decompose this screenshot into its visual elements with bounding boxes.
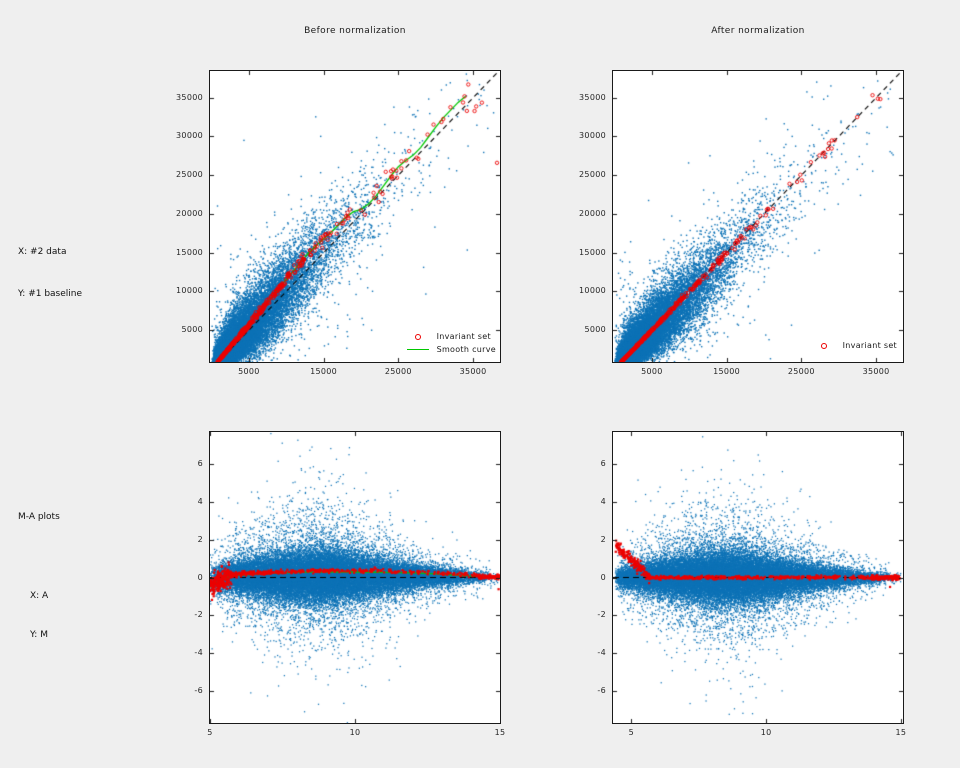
tick-label: 25000 <box>579 170 606 180</box>
axes-description-top: X: #2 data Y: #1 baseline <box>18 217 82 329</box>
tick-label: 30000 <box>579 131 606 141</box>
ma-x-axis-description: X: A <box>30 591 49 601</box>
tick-label: 35000 <box>176 92 203 102</box>
tick-label: 25000 <box>176 170 203 180</box>
plot-ma-before <box>209 431 501 724</box>
tick-label: 25000 <box>384 367 412 376</box>
axes-description-ma: X: A Y: M <box>30 564 48 668</box>
tick-label: -4 <box>194 648 203 658</box>
tick-label: 15000 <box>713 367 741 376</box>
tick-label: 5000 <box>584 325 606 335</box>
legend-item-smooth-curve: Smooth curve <box>403 343 496 356</box>
tick-label: 10000 <box>176 286 203 296</box>
tick-label: 4 <box>600 496 606 506</box>
tick-label: 15000 <box>310 367 338 376</box>
scatter-canvas-after <box>613 71 903 362</box>
scatter-canvas-ma_before <box>210 432 500 723</box>
plot-ma-after <box>612 431 904 724</box>
tick-label: 30000 <box>176 131 203 141</box>
tick-label: 15000 <box>579 247 606 257</box>
plot-before-normalization: Invariant set Smooth curve <box>209 70 501 363</box>
legend-label: Invariant set <box>842 341 897 350</box>
tick-label: 5 <box>628 728 634 737</box>
legend-before: Invariant set Smooth curve <box>403 330 496 356</box>
tick-label: 35000 <box>862 367 890 376</box>
tick-label: -6 <box>597 685 606 695</box>
tick-label: 15 <box>895 728 907 737</box>
tick-label: -6 <box>194 685 203 695</box>
green-line-marker-icon <box>403 349 433 350</box>
tick-label: 25000 <box>787 367 815 376</box>
tick-label: 5 <box>207 728 213 737</box>
ma-plots-label: M-A plots <box>18 512 60 522</box>
legend-label: Smooth curve <box>436 345 496 354</box>
tick-label: 10 <box>349 728 361 737</box>
tick-label: 10000 <box>579 286 606 296</box>
legend-after: Invariant set <box>809 339 897 352</box>
scatter-canvas-before <box>210 71 500 362</box>
title-before-normalization: Before normalization <box>304 26 406 36</box>
tick-label: 20000 <box>579 208 606 218</box>
tick-label: 20000 <box>176 208 203 218</box>
legend-label: Invariant set <box>436 332 491 341</box>
red-circle-marker-icon <box>403 333 433 340</box>
y-axis-description: Y: #1 baseline <box>18 289 83 299</box>
tick-label: -4 <box>597 648 606 658</box>
tick-label: 0 <box>600 572 606 582</box>
tick-label: 5000 <box>641 367 663 376</box>
tick-label: -2 <box>194 610 203 620</box>
tick-label: 2 <box>197 534 203 544</box>
tick-label: 35000 <box>579 92 606 102</box>
tick-label: 6 <box>600 459 606 469</box>
tick-label: 2 <box>600 534 606 544</box>
tick-label: 4 <box>197 496 203 506</box>
tick-label: 6 <box>197 459 203 469</box>
scatter-canvas-ma_after <box>613 432 903 723</box>
tick-label: 15000 <box>176 247 203 257</box>
tick-label: -2 <box>597 610 606 620</box>
tick-label: 5000 <box>238 367 260 376</box>
red-circle-marker-icon <box>809 342 839 349</box>
legend-item-invariant-set: Invariant set <box>403 330 496 343</box>
ma-y-axis-description: Y: M <box>30 630 48 640</box>
x-axis-description: X: #2 data <box>18 247 67 257</box>
tick-label: 10 <box>760 728 772 737</box>
legend-item-invariant-set: Invariant set <box>809 339 897 352</box>
tick-label: 35000 <box>459 367 487 376</box>
tick-label: 15 <box>494 728 506 737</box>
tick-label: 5000 <box>181 325 203 335</box>
title-after-normalization: After normalization <box>711 26 805 36</box>
tick-label: 0 <box>197 572 203 582</box>
plot-after-normalization: Invariant set <box>612 70 904 363</box>
